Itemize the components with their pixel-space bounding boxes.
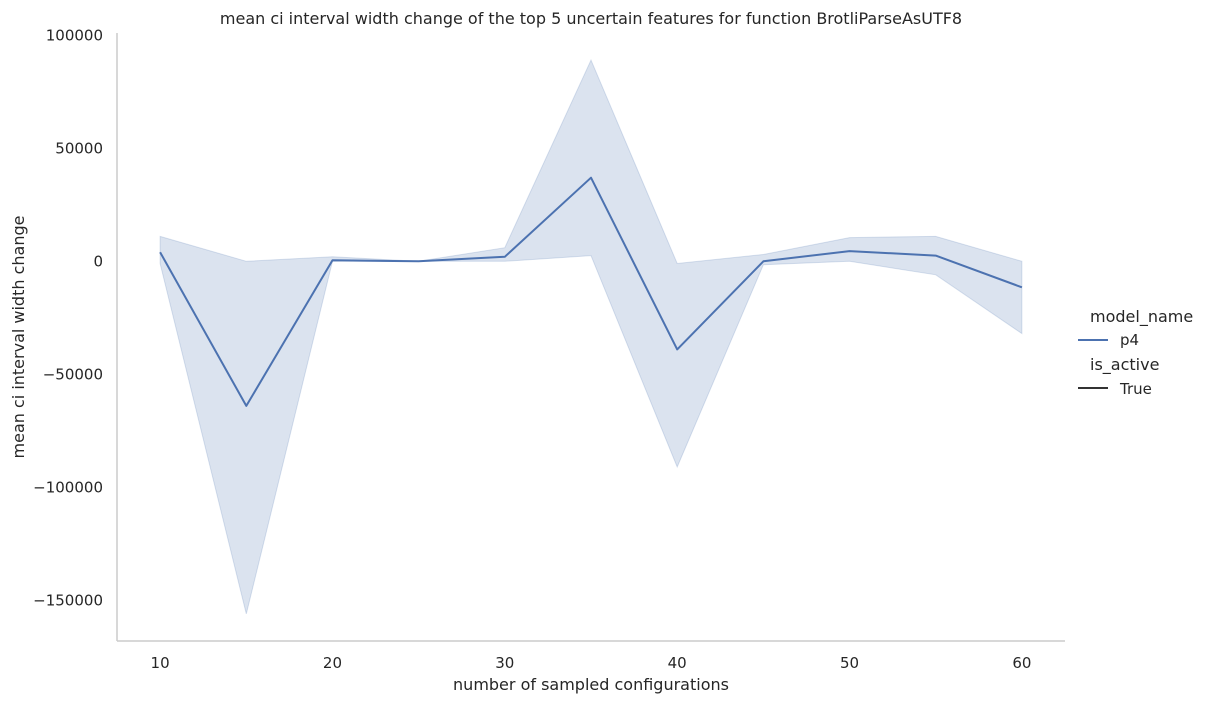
y-tick-label: 100000: [46, 26, 103, 44]
x-tick-label: 50: [840, 654, 859, 672]
x-tick-label: 30: [495, 654, 514, 672]
x-axis-ticks: 10 20 30 40 50 60: [151, 654, 1032, 672]
y-tick-label: 0: [93, 252, 103, 270]
legend-label-true: True: [1119, 380, 1152, 398]
x-axis-label: number of sampled configurations: [453, 675, 729, 694]
legend: model_name p4 is_active True: [1078, 307, 1193, 398]
y-axis-ticks: 100000 50000 0 −50000 −100000 −150000: [33, 26, 103, 609]
x-tick-label: 40: [668, 654, 687, 672]
legend-style-title: is_active: [1090, 355, 1159, 375]
y-axis-label: mean ci interval width change: [9, 216, 28, 459]
x-tick-label: 10: [151, 654, 170, 672]
plot-area: [159, 58, 1023, 615]
confidence-band: [159, 58, 1023, 615]
y-tick-label: 50000: [55, 139, 103, 157]
chart-title: mean ci interval width change of the top…: [220, 9, 962, 28]
y-tick-label: −50000: [43, 365, 103, 383]
x-tick-label: 60: [1012, 654, 1031, 672]
y-tick-label: −100000: [33, 478, 103, 496]
legend-label-p4: p4: [1120, 331, 1139, 349]
y-tick-label: −150000: [33, 591, 103, 609]
series-line-p4: [159, 176, 1023, 407]
legend-hue-title: model_name: [1090, 307, 1193, 327]
x-tick-label: 20: [323, 654, 342, 672]
